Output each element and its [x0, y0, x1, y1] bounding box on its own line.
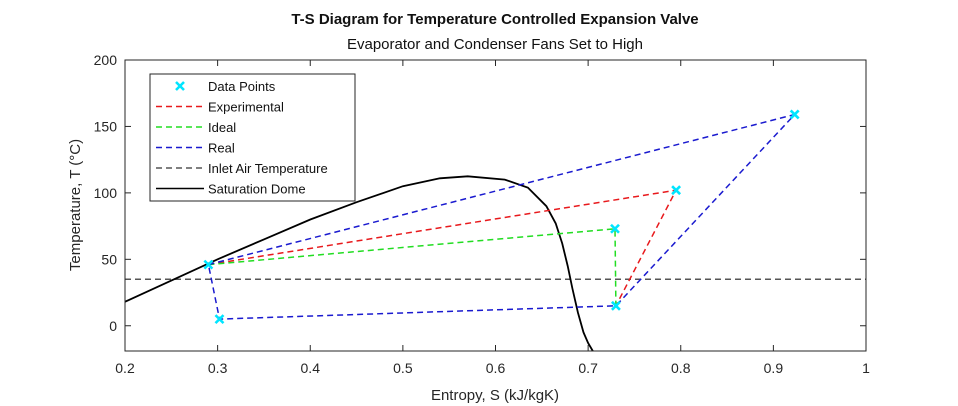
- real-line: [207, 113, 798, 320]
- x-tick-label: 0.9: [764, 360, 784, 376]
- saturation-dome-line: [125, 175, 594, 351]
- experimental-line: [208, 189, 678, 307]
- y-tick-label: 200: [94, 52, 118, 68]
- data-point-marker: [203, 259, 214, 270]
- legend-item-ideal: Ideal: [156, 120, 236, 135]
- data-point-marker: [610, 223, 620, 234]
- data-point-marker: [789, 109, 800, 120]
- ideal-line: [208, 227, 617, 306]
- x-axis-label: Entropy, S (kJ/kgK): [431, 387, 559, 404]
- legend-item-real: Real: [156, 141, 235, 156]
- plot-area: [125, 109, 866, 351]
- legend-label: Data Points: [208, 79, 276, 94]
- legend: Data Points Experimental Ideal Real Inlet Ai…: [149, 73, 356, 202]
- y-tick-label: 50: [101, 251, 117, 267]
- y-axis: 0 50 100 150 200: [94, 52, 866, 334]
- legend-item-saturation-dome: Saturation Dome: [156, 182, 306, 197]
- y-axis-label: Temperature, T (°C): [67, 139, 84, 271]
- legend-label: Saturation Dome: [208, 182, 306, 197]
- x-tick-label: 0.7: [578, 360, 598, 376]
- chart-subtitle: Evaporator and Condenser Fans Set to Hig…: [347, 36, 643, 53]
- legend-item-experimental: Experimental: [156, 100, 284, 115]
- x-tick-label: 0.8: [671, 360, 691, 376]
- x-tick-label: 0.6: [486, 360, 506, 376]
- x-tick-label: 1: [862, 360, 870, 376]
- y-tick-label: 150: [94, 118, 118, 134]
- legend-label: Ideal: [208, 120, 236, 135]
- data-point-marker: [671, 185, 682, 196]
- legend-label: Real: [208, 141, 235, 156]
- x-tick-label: 0.5: [393, 360, 413, 376]
- legend-box: [149, 73, 356, 202]
- legend-item-inlet-air-temperature: Inlet Air Temperature: [156, 161, 328, 176]
- y-tick-label: 0: [109, 318, 117, 334]
- x-axis: 0.2 0.3 0.4 0.5 0.6 0.7 0.8 0.9 1: [115, 60, 870, 376]
- x-tick-label: 0.4: [301, 360, 321, 376]
- legend-label: Inlet Air Temperature: [208, 161, 328, 176]
- chart-title: T-S Diagram for Temperature Controlled E…: [291, 11, 698, 28]
- y-tick-label: 100: [94, 185, 118, 201]
- legend-item-data-points: Data Points: [175, 79, 276, 94]
- data-point-marker: [214, 314, 225, 325]
- x-tick-label: 0.2: [115, 360, 135, 376]
- legend-label: Experimental: [208, 100, 284, 115]
- x-tick-label: 0.3: [208, 360, 228, 376]
- data-point-marker: [610, 300, 621, 311]
